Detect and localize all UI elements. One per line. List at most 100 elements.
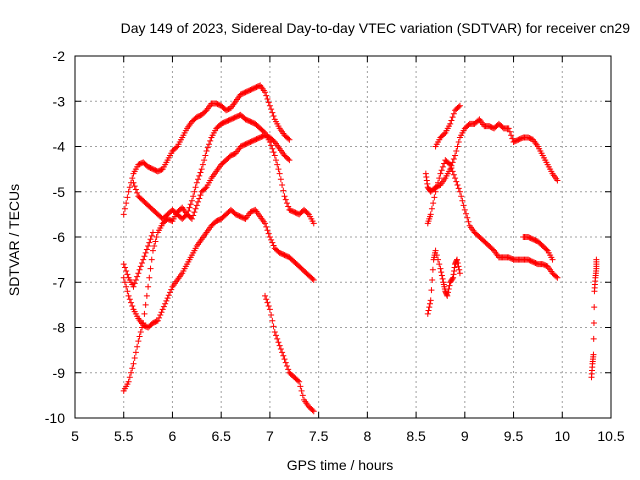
data-point bbox=[159, 306, 166, 313]
data-point bbox=[269, 239, 276, 246]
data-point bbox=[268, 312, 275, 319]
data-point bbox=[130, 283, 137, 290]
data-point bbox=[124, 271, 131, 278]
data-point bbox=[436, 175, 443, 182]
data-point bbox=[162, 300, 169, 307]
data-point bbox=[277, 176, 284, 183]
data-point bbox=[140, 319, 147, 326]
data-point bbox=[136, 266, 143, 273]
data-point bbox=[285, 135, 292, 142]
data-point bbox=[271, 329, 278, 336]
data-point bbox=[197, 192, 204, 199]
data-point bbox=[126, 184, 133, 191]
data-point bbox=[268, 236, 275, 243]
data-point bbox=[437, 265, 444, 272]
data-point bbox=[264, 95, 271, 102]
data-point bbox=[432, 188, 439, 195]
data-point bbox=[186, 204, 193, 211]
data-point bbox=[130, 179, 137, 186]
data-point bbox=[425, 307, 432, 314]
data-point bbox=[426, 304, 433, 311]
data-point bbox=[296, 378, 303, 385]
data-point bbox=[430, 200, 437, 207]
data-point bbox=[593, 256, 600, 263]
data-point bbox=[285, 155, 292, 162]
data-point bbox=[265, 230, 272, 237]
series-arc-b bbox=[130, 111, 317, 227]
data-point bbox=[455, 263, 462, 270]
data-point bbox=[142, 301, 149, 308]
y-tick-label: -4 bbox=[53, 139, 66, 155]
data-point bbox=[266, 306, 273, 313]
data-point bbox=[193, 202, 200, 209]
data-point bbox=[188, 197, 195, 204]
data-point bbox=[163, 297, 170, 304]
data-point bbox=[131, 280, 138, 287]
data-point bbox=[135, 270, 142, 277]
data-point bbox=[309, 407, 316, 414]
data-point bbox=[433, 252, 440, 259]
data-point bbox=[447, 120, 454, 127]
data-point bbox=[131, 355, 138, 362]
series-arc-l bbox=[588, 256, 600, 381]
data-point bbox=[190, 193, 197, 200]
chart-title: Day 149 of 2023, Sidereal Day-to-day VTE… bbox=[121, 20, 631, 36]
data-point bbox=[187, 201, 194, 208]
data-point bbox=[124, 194, 131, 201]
x-tick-label: 6 bbox=[169, 428, 177, 444]
data-point bbox=[121, 264, 128, 271]
data-point bbox=[158, 309, 165, 316]
data-point bbox=[270, 323, 277, 330]
data-point bbox=[438, 272, 445, 279]
data-point bbox=[285, 366, 292, 373]
data-point bbox=[137, 329, 144, 336]
x-tick-label: 8.5 bbox=[406, 428, 426, 444]
data-point bbox=[202, 152, 209, 159]
data-point bbox=[264, 299, 271, 306]
data-point bbox=[125, 188, 132, 195]
data-point bbox=[461, 206, 468, 213]
series-arc-d bbox=[120, 132, 293, 394]
data-point bbox=[139, 260, 145, 267]
data-point bbox=[207, 137, 214, 144]
data-point bbox=[310, 220, 317, 227]
data-point bbox=[448, 164, 455, 171]
data-point bbox=[437, 170, 444, 177]
data-point bbox=[134, 343, 141, 350]
data-point bbox=[274, 335, 281, 342]
data-point bbox=[120, 211, 127, 218]
data-point bbox=[448, 117, 455, 124]
data-point bbox=[173, 144, 180, 151]
data-point bbox=[147, 236, 154, 243]
y-tick-label: -5 bbox=[53, 184, 66, 200]
data-point bbox=[449, 275, 456, 282]
data-point bbox=[132, 349, 139, 356]
series-arc-a bbox=[120, 82, 293, 218]
data-point bbox=[266, 102, 273, 109]
data-point bbox=[134, 189, 141, 196]
data-point bbox=[275, 166, 282, 173]
y-tick-label: -6 bbox=[53, 229, 66, 245]
data-point bbox=[464, 214, 471, 221]
data-point bbox=[456, 102, 463, 109]
data-point bbox=[277, 345, 284, 352]
data-point bbox=[554, 177, 561, 184]
data-point bbox=[590, 319, 597, 326]
y-tick-label: -10 bbox=[45, 410, 65, 426]
data-point bbox=[134, 273, 141, 280]
x-tick-label: 7.5 bbox=[309, 428, 329, 444]
data-point bbox=[554, 274, 561, 281]
data-point bbox=[590, 351, 597, 358]
data-point bbox=[439, 163, 446, 170]
data-point bbox=[192, 205, 199, 212]
x-tick-label: 5.5 bbox=[114, 428, 134, 444]
data-point bbox=[195, 198, 202, 205]
data-point bbox=[441, 131, 448, 138]
data-point bbox=[123, 283, 130, 290]
data-point bbox=[164, 295, 171, 302]
series-arc-i bbox=[424, 247, 463, 317]
data-point bbox=[143, 246, 150, 253]
data-point bbox=[152, 238, 159, 245]
data-point bbox=[591, 304, 598, 311]
data-point bbox=[454, 256, 461, 263]
